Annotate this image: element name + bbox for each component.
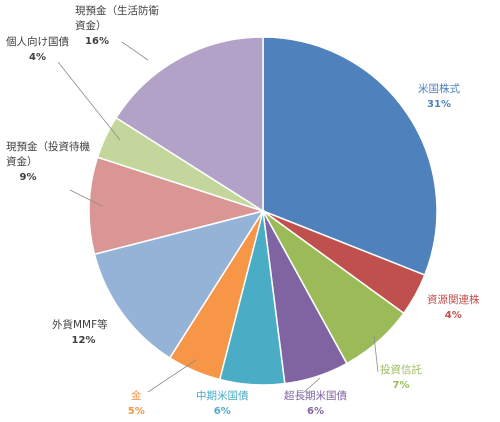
slice-value-label: 7%	[393, 380, 410, 391]
slice-value-label: 12%	[72, 335, 96, 346]
leader-line	[302, 377, 321, 394]
slice-value-label: 16%	[85, 36, 109, 47]
slice-value-label: 9%	[20, 172, 37, 183]
slice-label: 個人向け国債	[6, 35, 69, 48]
slice-label: 中期米国債	[196, 389, 249, 402]
slice-label: 資金）	[6, 155, 38, 168]
slice-label: 現預金（生活防衛	[75, 4, 159, 17]
slice-value-label: 31%	[427, 99, 451, 110]
leader-line	[147, 359, 197, 393]
leader-line	[57, 61, 121, 141]
slice-value-label: 6%	[307, 406, 324, 417]
slice-value-label: 6%	[214, 406, 231, 417]
slice-label: 外貨MMF等	[52, 318, 108, 331]
slice-label: 投資信託	[380, 363, 422, 376]
pie-slice	[88, 156, 266, 256]
leader-line	[373, 335, 379, 373]
pie-slice	[262, 36, 438, 277]
slice-label: 超長期米国債	[284, 389, 347, 402]
slice-label: 現預金（投資待機	[6, 140, 90, 153]
slice-value-label: 5%	[128, 406, 145, 417]
pie-slice	[93, 209, 265, 359]
slice-label: 金	[131, 389, 142, 402]
leader-line	[69, 189, 103, 207]
pie-slice	[115, 36, 264, 213]
slice-label: 米国株式	[418, 82, 460, 95]
slice-label: 資源関連株	[427, 293, 480, 306]
slice-value-label: 4%	[29, 52, 46, 63]
slice-label: 資金）	[75, 19, 107, 32]
leader-line	[121, 41, 149, 61]
slice-value-label: 4%	[445, 310, 462, 321]
